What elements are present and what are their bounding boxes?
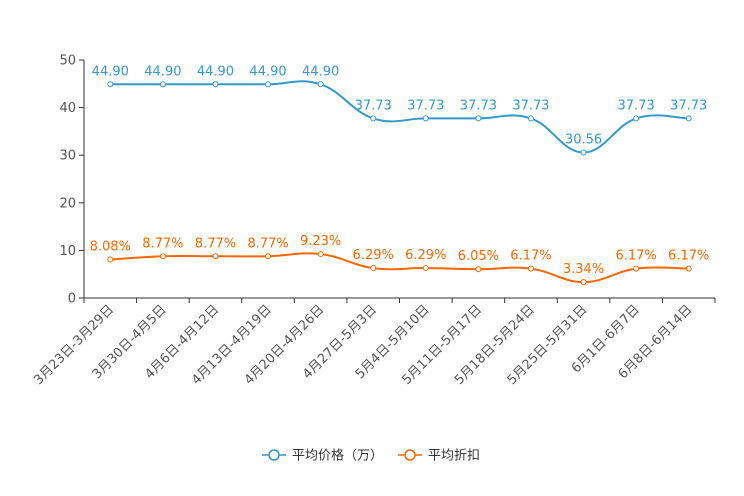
- data-point[interactable]: [527, 265, 534, 272]
- data-point[interactable]: [633, 265, 640, 272]
- legend-label: 平均价格（万）: [292, 448, 383, 464]
- data-label: 6.29%: [405, 248, 446, 263]
- data-label: 37.73: [355, 98, 392, 113]
- y-tick-label: 50: [59, 54, 76, 69]
- series-line: [110, 252, 689, 284]
- data-point[interactable]: [212, 253, 219, 260]
- data-point[interactable]: [685, 115, 692, 122]
- data-label: 37.73: [407, 98, 444, 113]
- y-tick-label: 20: [59, 196, 76, 211]
- data-point[interactable]: [107, 256, 114, 263]
- y-tick-label: 30: [59, 149, 76, 164]
- data-point[interactable]: [265, 253, 272, 260]
- data-point[interactable]: [159, 81, 166, 88]
- data-point[interactable]: [317, 81, 324, 88]
- data-label: 6.05%: [458, 249, 499, 264]
- data-point[interactable]: [370, 115, 377, 122]
- data-label: 44.90: [249, 64, 286, 79]
- y-tick-label: 0: [68, 292, 76, 307]
- series-layer: 44.90 44.90 44.90 44.90 44.90 37.73 37.73 37.73…: [90, 64, 709, 286]
- series-average-price: 44.90 44.90 44.90 44.90 44.90 37.73 37.73 37.73…: [92, 64, 707, 156]
- data-point[interactable]: [685, 265, 692, 272]
- y-tick-label: 40: [59, 101, 76, 116]
- data-label: 8.77%: [247, 236, 288, 251]
- legend-marker-icon: [404, 449, 416, 461]
- data-point[interactable]: [527, 115, 534, 122]
- data-label: 37.73: [460, 98, 497, 113]
- data-label: 6.17%: [668, 249, 709, 264]
- data-point[interactable]: [633, 115, 640, 122]
- legend-marker-icon: [268, 449, 280, 461]
- data-label: 8.08%: [90, 240, 131, 255]
- data-label: 44.90: [302, 64, 339, 79]
- data-point[interactable]: [370, 265, 377, 272]
- data-point[interactable]: [107, 81, 114, 88]
- data-label: 6.17%: [510, 249, 551, 264]
- data-point[interactable]: [475, 266, 482, 273]
- legend-item-average-price[interactable]: 平均价格（万）: [262, 448, 383, 464]
- data-point[interactable]: [265, 81, 272, 88]
- series-average-discount: 8.08% 8.77% 8.77% 8.77% 9.23% 6.29% 6.29% 6.05%…: [90, 234, 709, 286]
- data-label: 37.73: [618, 98, 655, 113]
- data-label: 9.23%: [300, 234, 341, 249]
- data-point[interactable]: [159, 253, 166, 260]
- legend-item-average-discount[interactable]: 平均折扣: [398, 449, 480, 464]
- data-label: 44.90: [197, 64, 234, 79]
- data-point[interactable]: [422, 115, 429, 122]
- data-label: 37.73: [670, 98, 707, 113]
- data-label: 30.56: [565, 133, 602, 148]
- data-point[interactable]: [317, 251, 324, 258]
- data-label: 6.29%: [353, 248, 394, 263]
- data-point[interactable]: [422, 265, 429, 272]
- data-point[interactable]: [580, 149, 587, 156]
- data-label: 44.90: [92, 64, 129, 79]
- legend-label: 平均折扣: [428, 449, 480, 464]
- data-label: 44.90: [144, 64, 181, 79]
- legend: 平均价格（万） 平均折扣: [262, 448, 480, 464]
- data-label: 8.77%: [142, 236, 183, 251]
- data-point[interactable]: [580, 279, 587, 286]
- y-tick-label: 10: [59, 244, 76, 259]
- data-label: 3.34%: [563, 262, 604, 277]
- data-label: 6.17%: [615, 249, 656, 264]
- data-point[interactable]: [475, 115, 482, 122]
- data-label: 37.73: [512, 98, 549, 113]
- data-point[interactable]: [212, 81, 219, 88]
- data-label: 8.77%: [195, 236, 236, 251]
